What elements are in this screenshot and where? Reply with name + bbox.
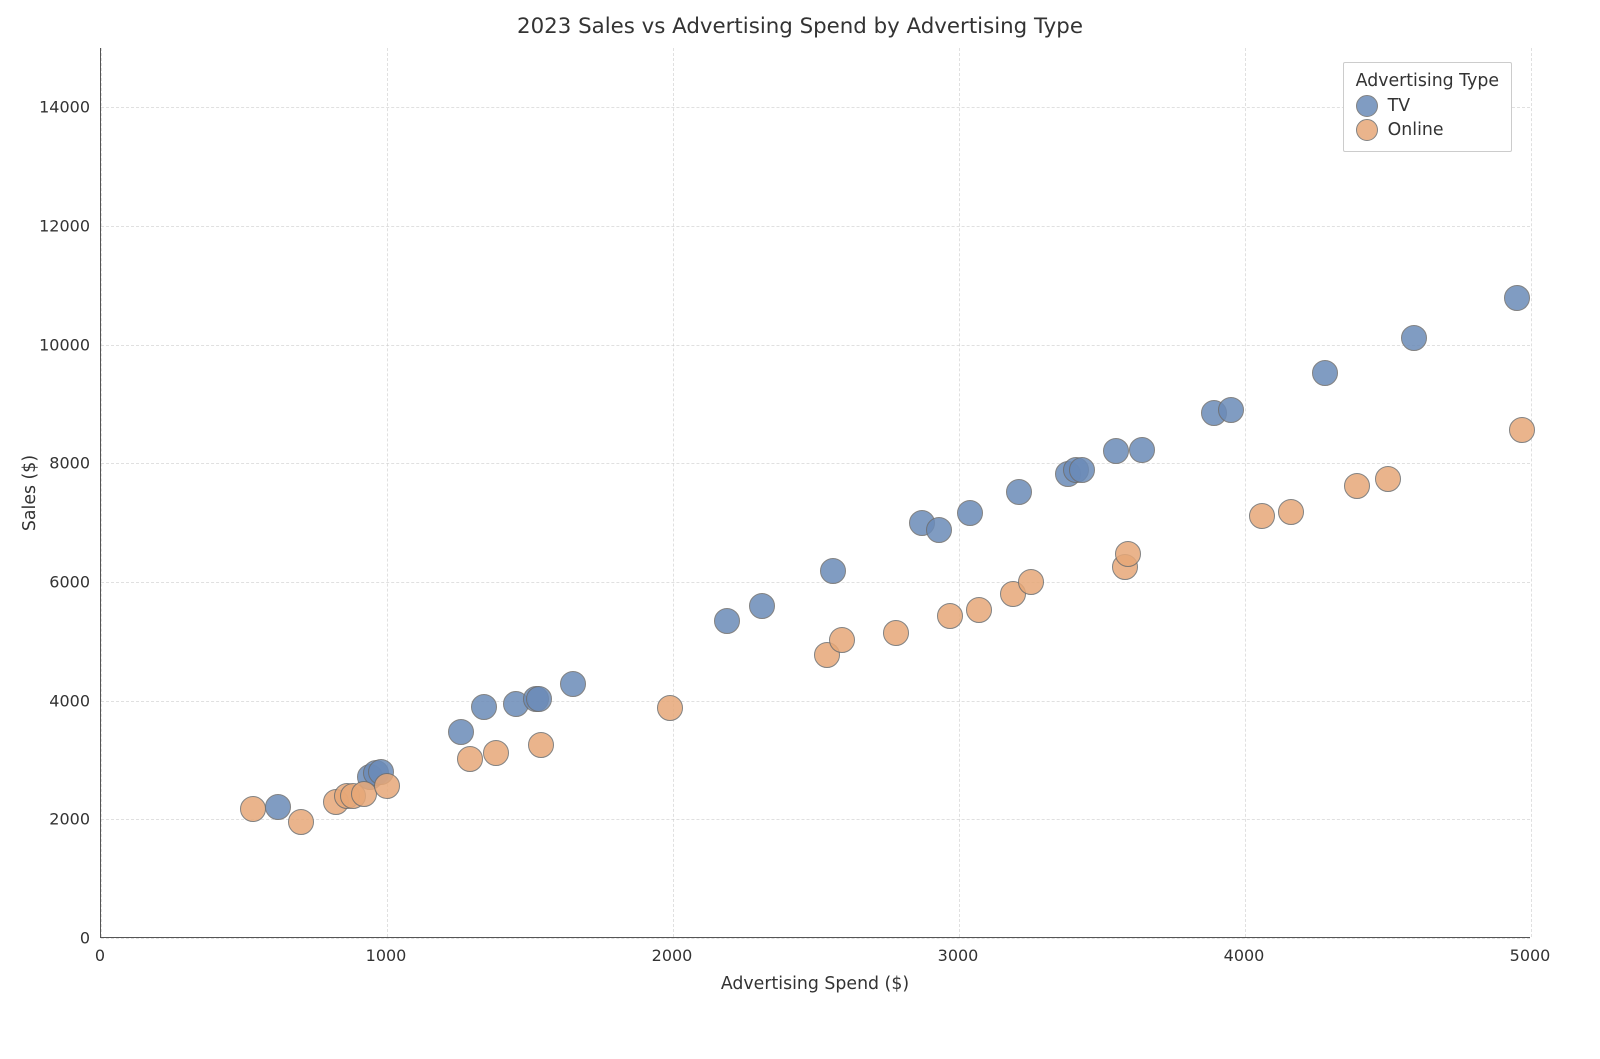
x-tick-label: 1000 — [366, 946, 407, 965]
y-tick-label: 12000 — [39, 217, 90, 236]
scatter-point — [829, 627, 855, 653]
legend-label: Online — [1388, 120, 1444, 140]
gridline-vertical — [673, 48, 674, 937]
scatter-point — [1249, 503, 1275, 529]
scatter-point — [483, 740, 509, 766]
scatter-point — [1278, 499, 1304, 525]
scatter-point — [1401, 325, 1427, 351]
y-tick-label: 6000 — [49, 573, 90, 592]
scatter-point — [820, 558, 846, 584]
y-tick-label: 4000 — [49, 691, 90, 710]
x-tick-label: 4000 — [1224, 946, 1265, 965]
scatter-point — [528, 732, 554, 758]
plot-area — [100, 48, 1530, 938]
figure: 2023 Sales vs Advertising Spend by Adver… — [0, 0, 1600, 1059]
scatter-point — [749, 593, 775, 619]
scatter-point — [240, 796, 266, 822]
scatter-point — [374, 773, 400, 799]
scatter-point — [1006, 479, 1032, 505]
gridline-vertical — [1531, 48, 1532, 937]
scatter-point — [1103, 438, 1129, 464]
scatter-point — [957, 500, 983, 526]
y-tick-label: 2000 — [49, 810, 90, 829]
y-tick-label: 0 — [80, 929, 90, 948]
legend-marker-icon — [1356, 95, 1378, 117]
gridline-horizontal — [101, 345, 1530, 346]
scatter-point — [1069, 457, 1095, 483]
gridline-horizontal — [101, 582, 1530, 583]
scatter-point — [1344, 473, 1370, 499]
gridline-horizontal — [101, 463, 1530, 464]
y-tick-label: 8000 — [49, 454, 90, 473]
legend-title: Advertising Type — [1356, 71, 1499, 91]
scatter-point — [937, 603, 963, 629]
gridline-horizontal — [101, 938, 1530, 939]
legend-item: Online — [1356, 119, 1499, 141]
scatter-point — [926, 517, 952, 543]
scatter-point — [1375, 466, 1401, 492]
scatter-point — [288, 809, 314, 835]
scatter-point — [966, 597, 992, 623]
gridline-horizontal — [101, 701, 1530, 702]
scatter-point — [883, 620, 909, 646]
legend: Advertising Type TV Online — [1343, 62, 1512, 152]
scatter-point — [471, 694, 497, 720]
x-tick-label: 5000 — [1510, 946, 1551, 965]
scatter-point — [560, 671, 586, 697]
gridline-horizontal — [101, 226, 1530, 227]
scatter-point — [1115, 541, 1141, 567]
scatter-point — [265, 794, 291, 820]
scatter-point — [1504, 285, 1530, 311]
scatter-point — [1509, 417, 1535, 443]
scatter-point — [526, 686, 552, 712]
legend-marker-icon — [1356, 119, 1378, 141]
y-tick-label: 10000 — [39, 335, 90, 354]
x-tick-label: 0 — [95, 946, 105, 965]
scatter-point — [1018, 569, 1044, 595]
x-tick-label: 2000 — [652, 946, 693, 965]
y-axis-label: Sales ($) — [20, 455, 40, 531]
scatter-point — [714, 608, 740, 634]
chart-title: 2023 Sales vs Advertising Spend by Adver… — [0, 14, 1600, 39]
x-axis-label: Advertising Spend ($) — [100, 974, 1530, 994]
gridline-horizontal — [101, 819, 1530, 820]
legend-item: TV — [1356, 95, 1499, 117]
gridline-vertical — [101, 48, 102, 937]
scatter-point — [1312, 360, 1338, 386]
scatter-point — [457, 746, 483, 772]
scatter-point — [1218, 397, 1244, 423]
scatter-point — [1129, 437, 1155, 463]
legend-label: TV — [1388, 96, 1410, 116]
y-tick-label: 14000 — [39, 98, 90, 117]
gridline-vertical — [1245, 48, 1246, 937]
gridline-vertical — [387, 48, 388, 937]
scatter-point — [448, 719, 474, 745]
gridline-vertical — [959, 48, 960, 937]
x-tick-label: 3000 — [938, 946, 979, 965]
scatter-point — [657, 695, 683, 721]
gridline-horizontal — [101, 107, 1530, 108]
